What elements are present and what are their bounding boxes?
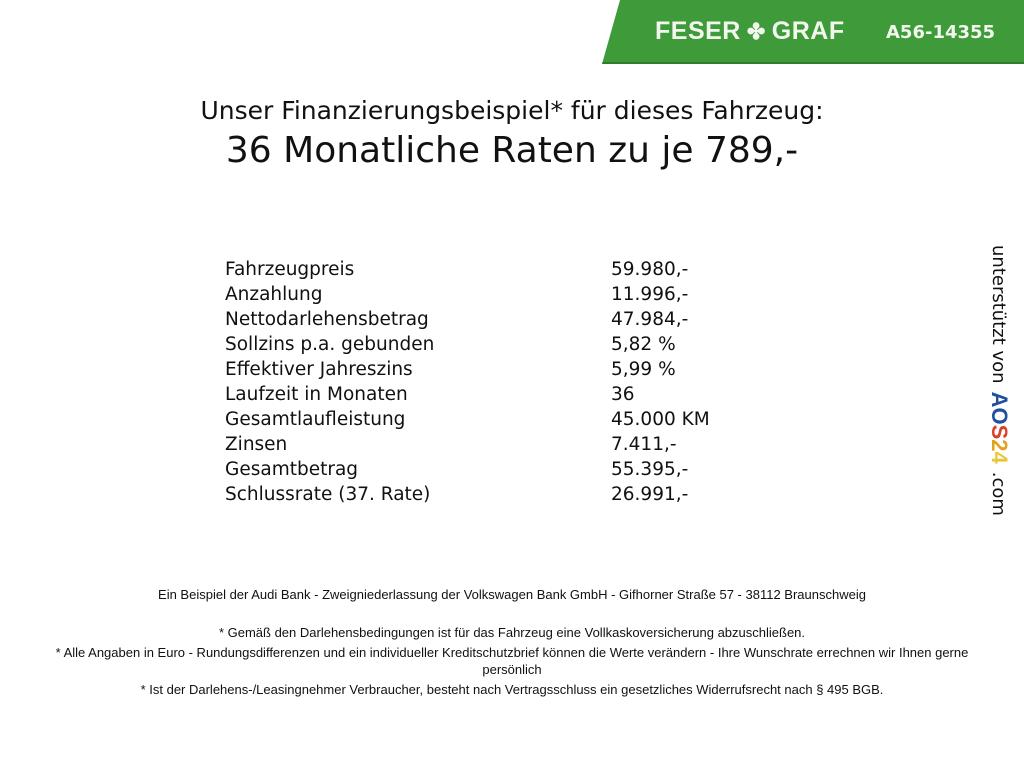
- supported-by-text: unterstützt von: [988, 245, 1010, 384]
- page-title: Unser Finanzierungsbeispiel* für dieses …: [200, 96, 824, 125]
- row-value: 55.395,-: [611, 459, 689, 480]
- table-row: Gesamtlaufleistung 45.000 KM: [225, 409, 785, 434]
- table-row: Schlussrate (37. Rate) 26.991,-: [225, 484, 785, 509]
- row-value: 5,82 %: [611, 334, 676, 355]
- row-label: Schlussrate (37. Rate): [225, 484, 431, 505]
- aos24-sidebar: unterstützt von AOS24 .com: [987, 245, 1012, 525]
- row-label: Anzahlung: [225, 284, 323, 305]
- row-label: Zinsen: [225, 434, 288, 455]
- row-label: Laufzeit in Monaten: [225, 384, 408, 405]
- table-row: Anzahlung 11.996,-: [225, 284, 785, 309]
- brand-logo: FESER ✤ GRAF: [655, 17, 845, 46]
- table-row: Laufzeit in Monaten 36: [225, 384, 785, 409]
- row-label: Nettodarlehensbetrag: [225, 309, 429, 330]
- footer-insurance-note: * Gemäß den Darlehensbedingungen ist für…: [218, 625, 806, 640]
- brand-name-right: GRAF: [771, 17, 845, 45]
- footer-withdrawal-note: * Ist der Darlehens-/Leasingnehmer Verbr…: [140, 682, 884, 697]
- row-value: 26.991,-: [611, 484, 689, 505]
- monthly-rate-headline: 36 Monatliche Raten zu je 789,-: [225, 130, 799, 171]
- row-label: Sollzins p.a. gebunden: [225, 334, 435, 355]
- row-value: 11.996,-: [611, 284, 689, 305]
- table-row: Nettodarlehensbetrag 47.984,-: [225, 309, 785, 334]
- row-value: 36: [611, 384, 635, 405]
- row-label: Gesamtbetrag: [225, 459, 359, 480]
- row-value: 45.000 KM: [611, 409, 710, 430]
- brand-name-left: FESER: [655, 17, 741, 45]
- footer-euro-note: * Alle Angaben in Euro - Rundungsdiffere…: [55, 645, 969, 677]
- table-row: Gesamtbetrag 55.395,-: [225, 459, 785, 484]
- footer-bank-note: Ein Beispiel der Audi Bank - Zweignieder…: [158, 587, 866, 602]
- table-row: Sollzins p.a. gebunden 5,82 %: [225, 334, 785, 359]
- row-value: 7.411,-: [611, 434, 677, 455]
- row-value: 47.984,-: [611, 309, 689, 330]
- table-row: Effektiver Jahreszins 5,99 %: [225, 359, 785, 384]
- row-value: 5,99 %: [611, 359, 676, 380]
- clover-icon: ✤: [746, 18, 766, 44]
- table-row: Zinsen 7.411,-: [225, 434, 785, 459]
- domain-suffix: .com: [988, 471, 1010, 516]
- row-label: Gesamtlaufleistung: [225, 409, 406, 430]
- row-value: 59.980,-: [611, 259, 689, 280]
- vehicle-code: A56-14355: [886, 22, 996, 43]
- row-label: Effektiver Jahreszins: [225, 359, 413, 380]
- aos24-logo: AOS24: [987, 391, 1012, 464]
- row-label: Fahrzeugpreis: [225, 259, 355, 280]
- table-row: Fahrzeugpreis 59.980,-: [225, 259, 785, 284]
- header-banner: [602, 0, 1024, 64]
